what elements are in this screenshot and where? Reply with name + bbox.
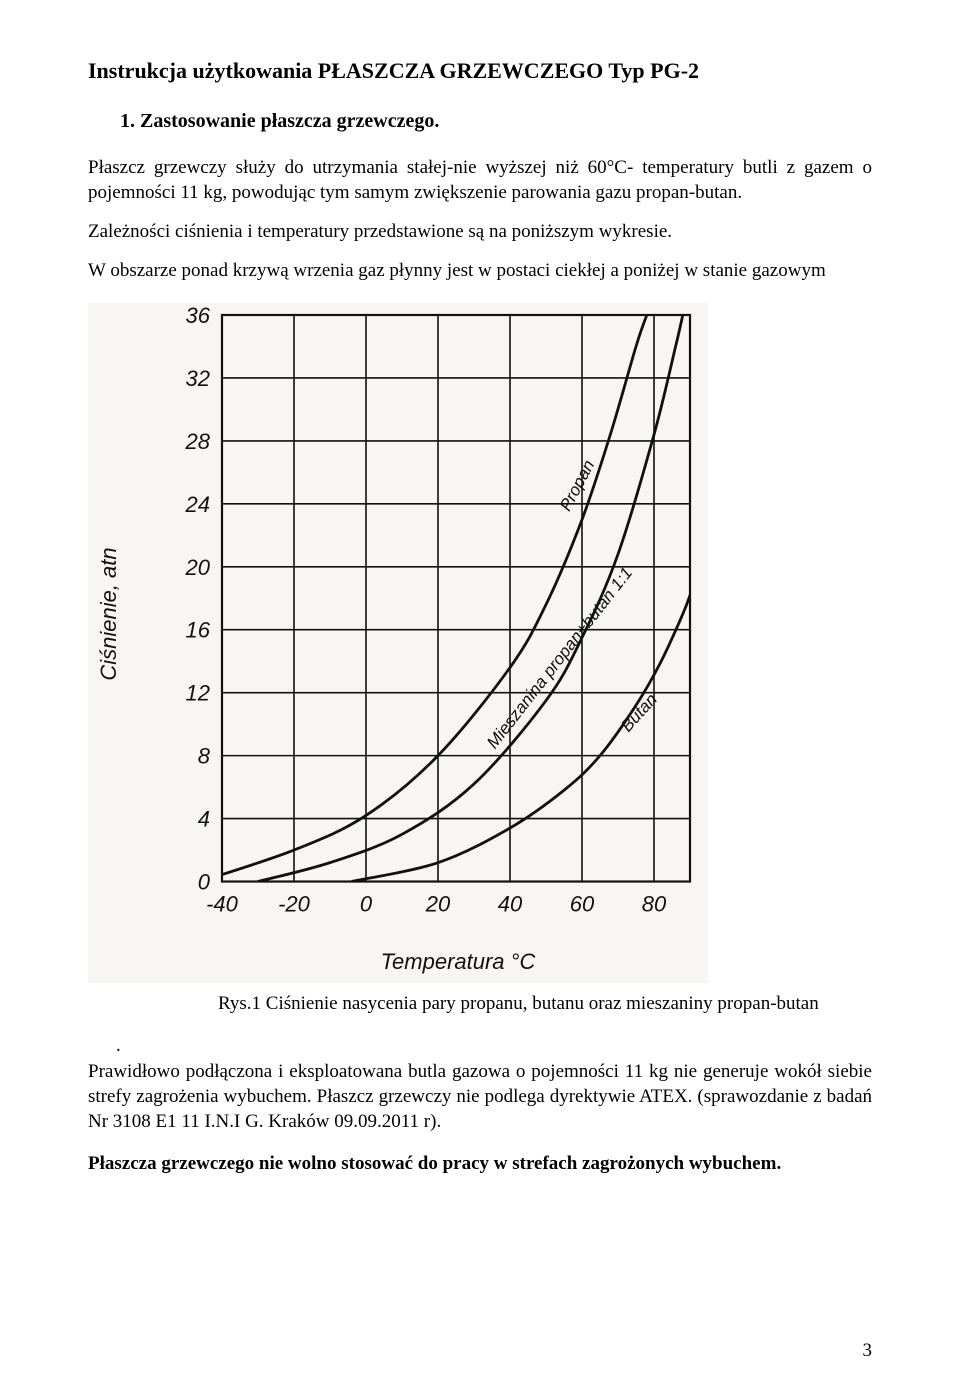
svg-text:8: 8 (198, 744, 211, 769)
svg-text:40: 40 (498, 892, 523, 917)
section-number: 1. (120, 110, 135, 132)
paragraph-3: W obszarze ponad krzywą wrzenia gaz płyn… (88, 258, 872, 283)
pressure-temperature-chart: 04812162024283236-40-20020406080Ciśnieni… (88, 303, 708, 983)
figure-caption: Rys.1 Ciśnienie nasycenia pary propanu, … (218, 993, 872, 1015)
svg-text:-40: -40 (206, 892, 239, 917)
paragraph-5-bold: Płaszcza grzewczego nie wolno stosować d… (88, 1153, 872, 1175)
document-page: Instrukcja użytkowania PŁASZCZA GRZEWCZE… (0, 0, 960, 1390)
svg-text:24: 24 (185, 492, 210, 517)
page-number: 3 (863, 1340, 873, 1362)
svg-text:28: 28 (185, 429, 211, 454)
svg-text:20: 20 (185, 555, 211, 580)
stray-dot: . (116, 1035, 872, 1057)
svg-text:60: 60 (570, 892, 595, 917)
svg-text:-20: -20 (278, 892, 311, 917)
svg-text:32: 32 (186, 366, 210, 391)
section-heading: 1. Zastosowanie płaszcza grzewczego. (120, 110, 872, 133)
svg-text:16: 16 (186, 618, 211, 643)
svg-text:12: 12 (186, 681, 210, 706)
svg-text:0: 0 (360, 892, 373, 917)
svg-text:Temperatura °C: Temperatura °C (381, 949, 536, 974)
svg-text:20: 20 (425, 892, 451, 917)
page-title: Instrukcja użytkowania PŁASZCZA GRZEWCZE… (88, 58, 872, 84)
svg-text:80: 80 (642, 892, 667, 917)
paragraph-4: Prawidłowo podłączona i eksploatowana bu… (88, 1059, 872, 1134)
svg-text:Ciśnienie, atn: Ciśnienie, atn (96, 548, 121, 681)
section-title: Zastosowanie płaszcza grzewczego. (140, 110, 439, 132)
paragraph-1: Płaszcz grzewczy służy do utrzymania sta… (88, 155, 872, 205)
svg-text:36: 36 (186, 303, 211, 328)
paragraph-2: Zależności ciśnienia i temperatury przed… (88, 219, 872, 244)
svg-text:4: 4 (198, 807, 210, 832)
